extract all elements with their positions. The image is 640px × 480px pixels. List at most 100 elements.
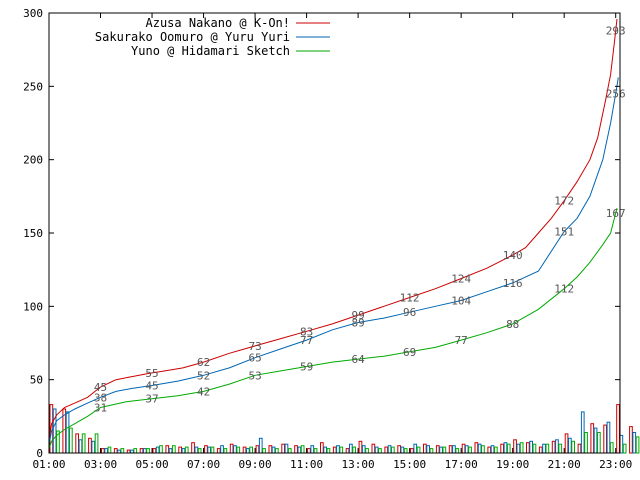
bar-1-37 [513,439,517,454]
bar-2-27 [387,445,392,454]
data-label-3-9: 88 [506,318,519,331]
y-tick-label-7: 300 [23,7,43,20]
hourly-bars [49,404,640,454]
bar-2-4 [91,440,96,454]
bar-1-41 [564,433,569,454]
bar-3-9 [159,445,163,454]
bar-1-44 [603,424,607,454]
bar-2-40 [555,439,559,454]
bar-3-21 [313,448,318,454]
bar-3-2 [69,427,73,454]
data-label-1-5: 83 [300,325,313,338]
bar-2-8 [143,448,147,454]
bar-2-44 [606,421,611,454]
bar-1-18 [268,445,273,454]
bar-1-10 [165,445,170,454]
bar-3-14 [223,448,228,454]
x-tick-label-7: 13:00 [342,458,375,471]
bar-2-17 [258,437,263,454]
bar-3-22 [326,448,331,454]
bar-1-19 [281,443,285,454]
bar-1-4 [88,437,92,454]
bar-1-13 [204,445,208,454]
bar-3-33 [468,446,472,454]
bar-1-31 [435,445,440,454]
data-label-3-1: 31 [94,402,107,415]
data-label-1-3: 62 [197,356,210,369]
x-tick-label-3: 05:00 [135,458,168,471]
bar-2-29 [413,443,418,454]
bar-3-28 [403,448,408,454]
series-line-1 [48,18,618,442]
bar-3-13 [210,446,215,454]
data-label-1-11: 293 [606,25,626,38]
bar-1-38 [526,442,530,454]
bar-3-34 [481,445,485,454]
bar-1-17 [255,445,260,454]
bar-1-9 [152,448,157,454]
bar-3-3 [81,433,86,454]
bar-3-19 [287,448,292,454]
legend-label-1: Azusa Nakano @ K-On! [146,16,291,30]
bar-1-21 [307,448,311,454]
bar-1-36 [500,443,504,454]
bar-1-40 [551,440,556,454]
bar-1-3 [75,433,80,454]
data-label-1-2: 55 [145,367,158,380]
bar-3-27 [391,446,395,454]
bar-1-25 [358,440,363,454]
bar-3-16 [249,446,254,454]
bar-2-14 [220,445,224,454]
data-label-2-8: 104 [451,295,471,308]
bar-3-30 [429,448,434,454]
bar-2-28 [400,446,405,454]
x-tick-label-6: 11:00 [290,458,323,471]
data-label-3-6: 64 [351,353,365,366]
bar-1-28 [397,445,401,454]
bar-1-6 [113,448,118,454]
bar-3-43 [597,432,601,454]
bar-3-46 [635,436,640,454]
bar-1-42 [577,443,582,454]
bar-3-11 [184,446,189,454]
bar-2-30 [426,445,430,454]
bar-1-26 [371,443,376,454]
data-label-3-2: 37 [145,393,158,406]
bar-2-20 [297,446,302,454]
bar-3-35 [494,446,498,454]
bar-1-46 [629,426,633,454]
bar-2-32 [452,445,456,454]
bar-2-21 [310,445,315,454]
bar-2-24 [349,443,353,454]
y-tick-label-6: 250 [23,80,43,93]
bar-2-34 [477,443,482,454]
bar-3-10 [172,445,176,454]
bar-3-42 [584,432,588,454]
bar-3-29 [416,446,421,454]
bar-2-41 [568,437,572,454]
bar-3-37 [519,442,524,454]
bar-1-35 [487,446,492,454]
bar-2-2 [65,411,70,454]
bar-1-5 [101,448,105,454]
data-label-2-1: 38 [94,391,107,404]
data-label-1-8: 124 [451,273,471,286]
bar-3-5 [107,446,112,454]
x-tick-label-11: 21:00 [548,458,581,471]
x-tick-label-10: 19:00 [496,458,529,471]
series-line-3 [48,207,618,449]
bar-3-18 [275,448,279,454]
y-axis: 0 50 100 150 200 250 300 [23,7,620,460]
bar-2-23 [336,445,340,454]
bar-3-26 [378,448,382,454]
bar-1-29 [410,448,414,454]
bar-3-15 [236,446,241,454]
bar-3-45 [622,443,627,454]
bar-2-46 [632,432,637,454]
bar-3-32 [455,448,460,454]
bar-3-17 [262,448,266,454]
bar-3-39 [545,443,550,454]
data-label-2-9: 116 [503,277,523,290]
y-tick-label-3: 100 [23,300,43,313]
